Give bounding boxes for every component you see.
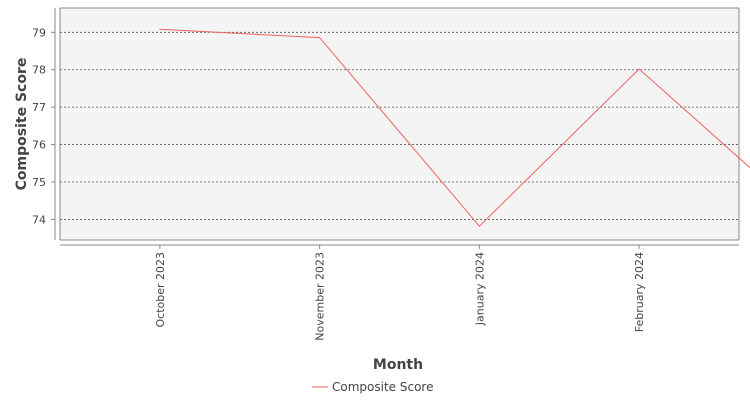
x-tick-label-february-2024: February 2024 (633, 252, 646, 332)
x-axis: October 2023 November 2023 January 2024 Feb… (60, 244, 739, 341)
x-axis-title: Month (373, 357, 423, 373)
y-tick-label-76: 76 (32, 139, 46, 152)
y-gridlines (60, 31, 739, 220)
y-axis: 74 75 76 77 78 79 (32, 8, 56, 240)
y-axis-title: Composite Score (14, 58, 30, 191)
data-point-january-2024 (478, 225, 480, 227)
y-tick-label-77: 77 (32, 101, 46, 114)
y-tick-label-74: 74 (32, 213, 46, 226)
x-tick-label-october-2023: October 2023 (154, 252, 167, 328)
y-tick-label-78: 78 (32, 64, 46, 77)
plot-background (60, 8, 739, 240)
data-point-november-2023 (319, 37, 321, 39)
data-point-february-2024 (638, 68, 640, 70)
legend: Composite Score (312, 380, 433, 394)
y-tick-label-75: 75 (32, 176, 46, 189)
series-lines (159, 28, 750, 227)
x-tick-label-january-2024: January 2024 (473, 252, 486, 326)
legend-label-composite-score: Composite Score (332, 380, 433, 394)
x-tick-label-november-2023: November 2023 (314, 252, 327, 341)
data-point-october-2023 (159, 28, 161, 30)
y-tick-label-79: 79 (32, 26, 46, 39)
